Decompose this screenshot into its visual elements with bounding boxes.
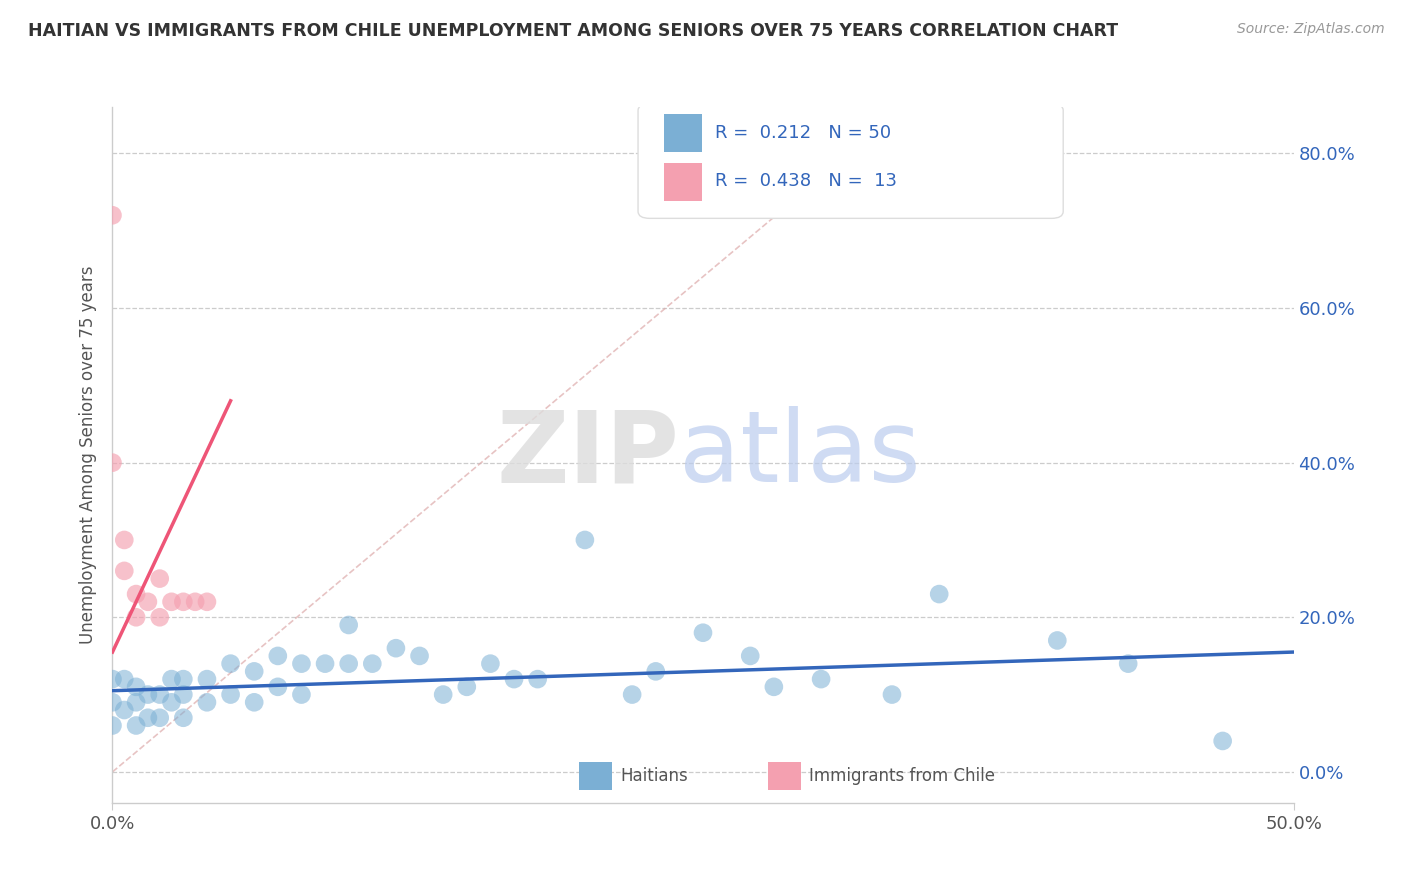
Point: [101, 208, 124, 222]
Point: [136, 688, 159, 702]
Text: Immigrants from Chile: Immigrants from Chile: [810, 767, 995, 785]
Point: [219, 688, 242, 702]
Point: [101, 672, 124, 686]
Point: [160, 672, 183, 686]
Point: [160, 595, 183, 609]
Text: Haitians: Haitians: [620, 767, 688, 785]
Point: [184, 595, 207, 609]
Point: [112, 672, 135, 686]
Point: [125, 587, 148, 601]
Point: [195, 595, 218, 609]
Point: [290, 657, 312, 671]
Point: [1046, 633, 1069, 648]
Text: ZIP: ZIP: [496, 407, 679, 503]
Point: [456, 680, 478, 694]
Text: R =  0.212   N = 50: R = 0.212 N = 50: [714, 124, 891, 142]
Point: [172, 711, 194, 725]
Point: [762, 680, 785, 694]
Point: [740, 648, 762, 663]
Point: [149, 711, 172, 725]
Point: [644, 665, 666, 679]
FancyBboxPatch shape: [579, 763, 612, 790]
Y-axis label: Unemployment Among Seniors over 75 years: Unemployment Among Seniors over 75 years: [79, 266, 97, 644]
Point: [160, 695, 183, 709]
FancyBboxPatch shape: [638, 103, 1063, 219]
Point: [125, 718, 148, 732]
Point: [479, 657, 502, 671]
Point: [149, 688, 172, 702]
Point: [267, 680, 290, 694]
Point: [432, 688, 454, 702]
Point: [172, 595, 194, 609]
Point: [574, 533, 596, 547]
Point: [692, 625, 714, 640]
Point: [503, 672, 526, 686]
Point: [219, 657, 242, 671]
Point: [195, 695, 218, 709]
Point: [1116, 657, 1139, 671]
Point: [243, 695, 266, 709]
Point: [101, 718, 124, 732]
Text: R =  0.438   N =  13: R = 0.438 N = 13: [714, 172, 897, 191]
Point: [101, 456, 124, 470]
Point: [1212, 734, 1234, 748]
Point: [172, 688, 194, 702]
FancyBboxPatch shape: [664, 162, 702, 201]
Point: [125, 610, 148, 624]
Point: [337, 618, 360, 632]
Point: [526, 672, 548, 686]
Point: [621, 688, 644, 702]
FancyBboxPatch shape: [768, 763, 801, 790]
Point: [408, 648, 430, 663]
Point: [337, 657, 360, 671]
Text: atlas: atlas: [679, 407, 921, 503]
Text: HAITIAN VS IMMIGRANTS FROM CHILE UNEMPLOYMENT AMONG SENIORS OVER 75 YEARS CORREL: HAITIAN VS IMMIGRANTS FROM CHILE UNEMPLO…: [28, 22, 1118, 40]
Point: [810, 672, 832, 686]
Point: [290, 688, 312, 702]
FancyBboxPatch shape: [664, 114, 702, 153]
Point: [112, 703, 135, 717]
Point: [112, 564, 135, 578]
Point: [136, 711, 159, 725]
Point: [880, 688, 903, 702]
Point: [136, 595, 159, 609]
Point: [385, 641, 408, 656]
Point: [101, 695, 124, 709]
Text: Source: ZipAtlas.com: Source: ZipAtlas.com: [1237, 22, 1385, 37]
Point: [149, 572, 172, 586]
Point: [125, 695, 148, 709]
Point: [149, 610, 172, 624]
Point: [314, 657, 336, 671]
Point: [243, 665, 266, 679]
Point: [195, 672, 218, 686]
Point: [112, 533, 135, 547]
Point: [172, 672, 194, 686]
Point: [928, 587, 950, 601]
Point: [267, 648, 290, 663]
Point: [125, 680, 148, 694]
Point: [361, 657, 384, 671]
